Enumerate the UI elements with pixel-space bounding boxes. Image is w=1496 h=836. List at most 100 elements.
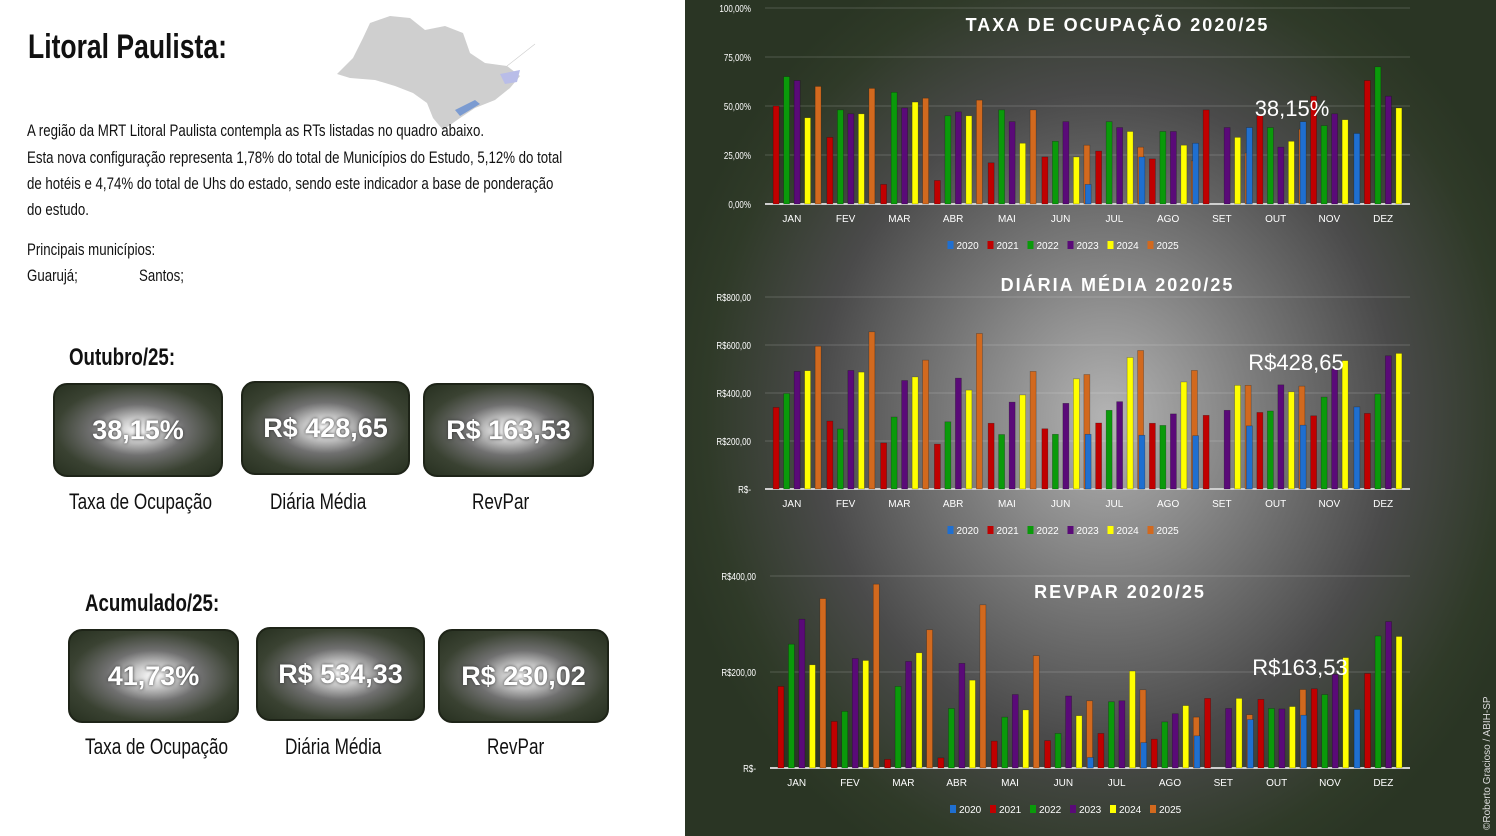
bar-2022-dez <box>1374 66 1382 205</box>
bar-2022-nov <box>1320 125 1328 205</box>
legend-label-2025: 2025 <box>1157 526 1180 537</box>
bar-2024-ago <box>1182 705 1190 769</box>
x-tick-label: MAI <box>998 214 1016 225</box>
bar-2022-jun <box>1054 733 1062 769</box>
bar-2022-fev <box>837 109 844 205</box>
summary-panel: Litoral Paulista: A região da MRT Litora… <box>0 0 685 836</box>
bar-2021-mai <box>990 740 998 769</box>
x-tick-label: AGO <box>1157 214 1179 225</box>
bar-2023-ago <box>1171 713 1179 769</box>
y-tick-label: R$200,00 <box>721 667 756 678</box>
x-tick-label: AGO <box>1157 499 1179 510</box>
bar-2021-fev <box>830 721 838 769</box>
bar-2020-ago <box>1138 156 1146 205</box>
bar-2025-mar <box>922 97 929 205</box>
bar-2023-ago <box>1170 413 1177 490</box>
x-tick-label: MAR <box>888 214 910 225</box>
bar-2022-fev <box>837 428 844 490</box>
bar-2023-abr <box>958 663 966 769</box>
bar-2025-jan <box>819 598 827 769</box>
bar-2024-mar <box>911 376 919 490</box>
legend-swatch-2025 <box>1150 805 1156 813</box>
bar-2021-mai <box>987 422 995 490</box>
bar-2024-nov <box>1342 657 1350 769</box>
month-revpar-label: RevPar <box>472 489 530 514</box>
bar-2020-jul <box>1084 184 1092 205</box>
bar-2024-fev <box>858 113 865 205</box>
bar-2023-abr <box>955 377 962 490</box>
bar-2022-out <box>1268 708 1275 769</box>
legend-label-2023: 2023 <box>1077 241 1100 252</box>
y-tick-label: 50,00% <box>724 101 751 112</box>
bar-2022-mar <box>894 686 902 769</box>
bar-2023-jan <box>793 80 801 205</box>
y-tick-label: 25,00% <box>724 150 751 161</box>
highlight-annotation: R$428,65 <box>1248 350 1343 375</box>
x-tick-label: SET <box>1212 214 1231 225</box>
x-tick-label: NOV <box>1319 778 1341 789</box>
bar-2021-ago <box>1149 422 1156 490</box>
bar-2021-mar <box>884 759 891 769</box>
ytd-daily-rate-label: Diária Média <box>285 734 382 759</box>
legend-label-2021: 2021 <box>997 526 1020 537</box>
bar-2023-mar <box>905 661 912 769</box>
legend-label-2025: 2025 <box>1159 805 1182 816</box>
legend-label-2020: 2020 <box>959 805 982 816</box>
y-tick-label: 75,00% <box>724 52 751 63</box>
bar-2021-abr <box>934 180 941 205</box>
bar-2020-out <box>1247 719 1254 769</box>
x-tick-label: ABR <box>943 214 964 225</box>
bar-2022-ago <box>1161 721 1169 769</box>
legend-label-2023: 2023 <box>1077 526 1100 537</box>
month-occupancy-label: Taxa de Ocupação <box>69 489 213 514</box>
bar-2023-jun <box>1062 403 1070 490</box>
bar-2024-jul <box>1126 131 1134 205</box>
x-tick-label: DEZ <box>1373 778 1393 789</box>
y-tick-label: R$400,00 <box>721 571 756 582</box>
legend-label-2020: 2020 <box>957 241 980 252</box>
x-tick-label: JAN <box>782 499 801 510</box>
x-tick-label: JAN <box>782 214 801 225</box>
bar-2025-abr <box>979 604 987 769</box>
description-line-4: do estudo. <box>27 200 89 219</box>
legend-label-2025: 2025 <box>1157 241 1180 252</box>
bar-2024-nov <box>1341 360 1349 490</box>
bar-2022-mar <box>890 416 898 490</box>
bar-2022-abr <box>948 708 955 769</box>
x-tick-label: JUN <box>1051 214 1070 225</box>
y-tick-label: R$800,00 <box>716 292 751 303</box>
bar-2022-abr <box>944 115 952 205</box>
month-occupancy-card: 38,15% <box>53 383 223 477</box>
bar-2021-jun <box>1044 740 1051 769</box>
bar-2021-jan <box>772 105 780 205</box>
bar-2025-mai <box>1032 655 1040 769</box>
bar-2023-fev <box>847 113 855 205</box>
legend-label-2024: 2024 <box>1117 526 1140 537</box>
bar-2021-jul <box>1095 150 1102 205</box>
bar-2024-out <box>1288 140 1295 205</box>
bar-2022-ago <box>1159 131 1167 205</box>
bar-2020-dez <box>1353 709 1361 769</box>
bar-2025-mar <box>926 629 933 769</box>
bar-2022-nov <box>1321 694 1329 769</box>
x-tick-label: DEZ <box>1373 499 1393 510</box>
bar-2021-jan <box>772 407 780 490</box>
bar-2021-jun <box>1041 428 1049 490</box>
bar-2021-mar <box>880 442 887 490</box>
bar-2021-abr <box>937 757 945 769</box>
municipios-label: Principais municípios: <box>27 240 156 259</box>
bar-2023-set <box>1223 409 1231 490</box>
bar-2021-jul <box>1097 733 1105 769</box>
bar-2024-jan <box>804 370 811 490</box>
bar-2022-jun <box>1052 140 1059 205</box>
legend-label-2024: 2024 <box>1117 241 1140 252</box>
legend-swatch-2020 <box>947 526 954 534</box>
ytd-revpar-label: RevPar <box>487 734 545 759</box>
bar-2023-mar <box>901 380 908 490</box>
bar-2020-set <box>1192 142 1199 205</box>
bar-2022-jan <box>783 393 790 490</box>
bar-2022-mai <box>998 434 1005 490</box>
x-tick-label: JAN <box>787 778 806 789</box>
legend-swatch-2020 <box>950 805 956 813</box>
credit-text: ©Roberto Gracioso / ABIH-SP <box>1482 696 1493 830</box>
